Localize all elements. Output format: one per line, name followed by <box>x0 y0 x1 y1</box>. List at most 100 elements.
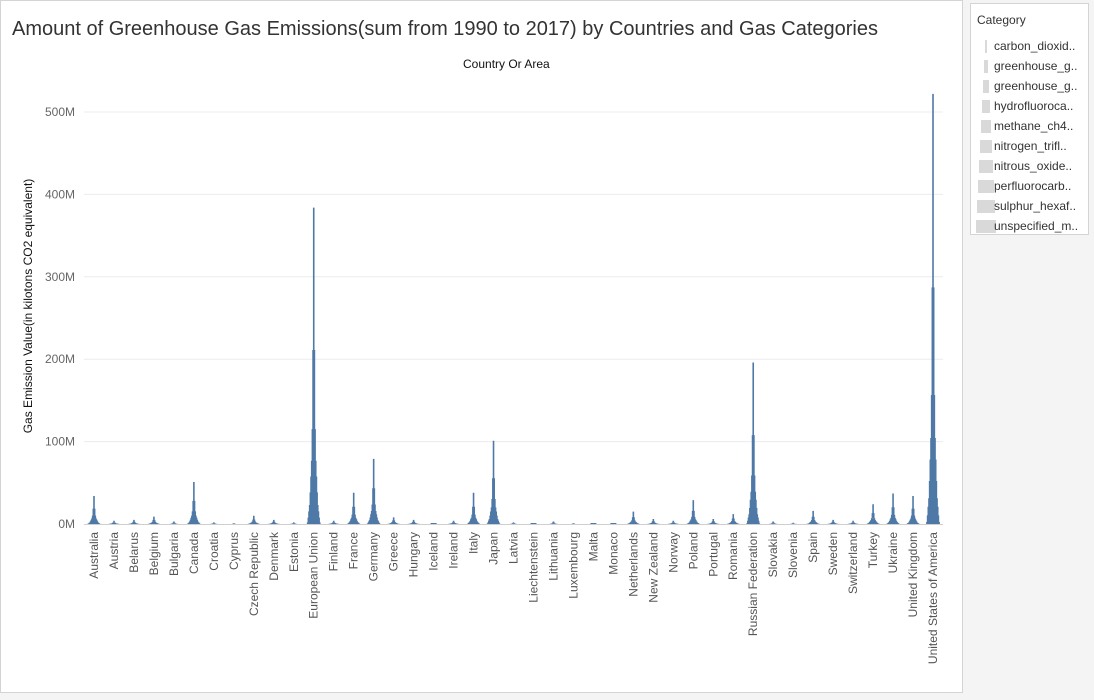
x-tick-label: Australia <box>87 532 101 579</box>
bar-czech-republic <box>247 515 260 524</box>
x-tick-label: Luxembourg <box>566 532 580 599</box>
x-tick-label: Estonia <box>287 532 301 572</box>
legend-label: greenhouse_g.. <box>994 79 1078 93</box>
legend-item[interactable]: sulphur_hexaf.. <box>971 198 1090 218</box>
bar-hungary <box>407 519 420 524</box>
y-tick-label: 500M <box>45 105 75 119</box>
bar-belarus <box>127 519 141 524</box>
x-tick-label: Romania <box>726 532 740 580</box>
x-tick-label: Belarus <box>127 532 141 573</box>
x-tick-label: Finland <box>327 532 341 571</box>
x-tick-label: Malta <box>586 532 600 562</box>
legend-swatch <box>985 40 987 53</box>
x-tick-label: Italy <box>467 532 481 554</box>
legend-item[interactable]: nitrogen_trifl.. <box>971 138 1090 158</box>
bar-ireland <box>448 520 460 524</box>
legend-item[interactable]: methane_ch4.. <box>971 118 1090 138</box>
column-header: Country Or Area <box>463 57 550 71</box>
y-axis-title: Gas Emission Value(in kilotons CO2 equiv… <box>21 179 35 434</box>
bar-canada <box>187 481 201 524</box>
x-tick-label: Hungary <box>407 532 421 577</box>
legend-label: perfluorocarb.. <box>994 179 1072 193</box>
x-tick-label: European Union <box>307 532 321 619</box>
legend-item[interactable]: hydrofluoroca.. <box>971 98 1090 118</box>
y-tick-label: 300M <box>45 270 75 284</box>
bar-iceland <box>430 523 437 524</box>
legend-item[interactable]: greenhouse_g.. <box>971 58 1090 78</box>
legend-item[interactable]: carbon_dioxid.. <box>971 38 1090 58</box>
bar-japan <box>486 440 501 524</box>
bar-italy <box>466 492 481 524</box>
legend-item[interactable]: unspecified_m.. <box>971 218 1090 238</box>
bar-luxembourg <box>571 523 576 524</box>
x-tick-label: New Zealand <box>646 532 660 603</box>
y-tick-label: 0M <box>58 517 75 531</box>
legend: Category carbon_dioxid.. greenhouse_g.. … <box>970 3 1089 235</box>
bar-slovenia <box>789 522 797 524</box>
x-tick-label: Germany <box>367 532 381 581</box>
x-tick-label: Slovakia <box>766 532 780 578</box>
bar-cyprus <box>231 523 236 524</box>
x-tick-label: Belgium <box>147 532 161 575</box>
x-tick-label: Poland <box>686 532 700 569</box>
x-tick-label: Portugal <box>706 532 720 577</box>
x-tick-label: United Kingdom <box>906 532 920 617</box>
legend-swatch <box>976 220 996 233</box>
x-tick-label: Bulgaria <box>167 532 181 576</box>
x-tick-label: Austria <box>107 532 121 570</box>
bar-croatia <box>209 522 219 524</box>
x-tick-label: Spain <box>806 532 820 563</box>
legend-label: carbon_dioxid.. <box>994 39 1076 53</box>
x-tick-label: Monaco <box>606 532 620 575</box>
chart-plot: 0M 100M 200M 300M 400M 500M Gas Emission Value… <box>21 93 943 664</box>
bar-belgium <box>147 516 161 524</box>
x-tick-label: United States of America <box>926 532 940 664</box>
legend-item[interactable]: perfluorocarb.. <box>971 178 1090 198</box>
x-tick-label: Latvia <box>507 532 521 564</box>
legend-title: Category <box>977 13 1026 27</box>
bar-austria <box>108 520 120 524</box>
x-tick-label: Iceland <box>427 532 441 571</box>
bar-denmark <box>267 519 280 524</box>
legend-swatch <box>980 140 992 153</box>
legend-item[interactable]: nitrous_oxide.. <box>971 158 1090 178</box>
bar-malta <box>590 523 597 524</box>
x-tick-label: Switzerland <box>846 532 860 594</box>
bar-netherlands <box>626 511 641 524</box>
bar-france <box>346 492 361 524</box>
x-tick-label: Canada <box>187 532 201 574</box>
bar-european-union <box>306 207 321 524</box>
x-tick-label: France <box>347 532 361 570</box>
x-tick-label: Norway <box>666 532 680 573</box>
bar-liechtenstein <box>530 523 537 524</box>
x-tick-label: Liechtenstein <box>527 532 541 603</box>
bar-australia <box>87 495 101 524</box>
bar-finland <box>328 520 340 524</box>
bar-latvia <box>509 522 518 524</box>
legend-label: sulphur_hexaf.. <box>994 199 1077 213</box>
legend-swatch <box>982 100 990 113</box>
legend-swatch <box>983 80 989 93</box>
bar-slovakia <box>769 521 778 524</box>
bar-ukraine <box>886 493 900 524</box>
legend-item[interactable]: greenhouse_g.. <box>971 78 1090 98</box>
legend-label: hydrofluoroca.. <box>994 99 1074 113</box>
bar-bulgaria <box>169 521 179 524</box>
legend-label: greenhouse_g.. <box>994 59 1078 73</box>
bar-sweden <box>826 519 840 524</box>
bar-monaco <box>610 523 617 524</box>
x-tick-label: Greece <box>387 532 401 572</box>
bar-turkey <box>866 504 880 524</box>
x-tick-label: Sweden <box>826 532 840 575</box>
y-tick-label: 200M <box>45 352 75 366</box>
x-tick-label: Ukraine <box>886 532 900 574</box>
bar-norway <box>667 520 679 524</box>
bar-poland <box>686 500 701 524</box>
bar-romania <box>727 514 740 524</box>
bar-greece <box>387 517 400 524</box>
x-tick-label: Turkey <box>866 532 880 568</box>
bar-united-kingdom <box>906 495 920 524</box>
x-tick-label: Russian Federation <box>746 532 760 636</box>
legend-swatch <box>977 200 995 213</box>
bar-estonia <box>289 522 298 524</box>
